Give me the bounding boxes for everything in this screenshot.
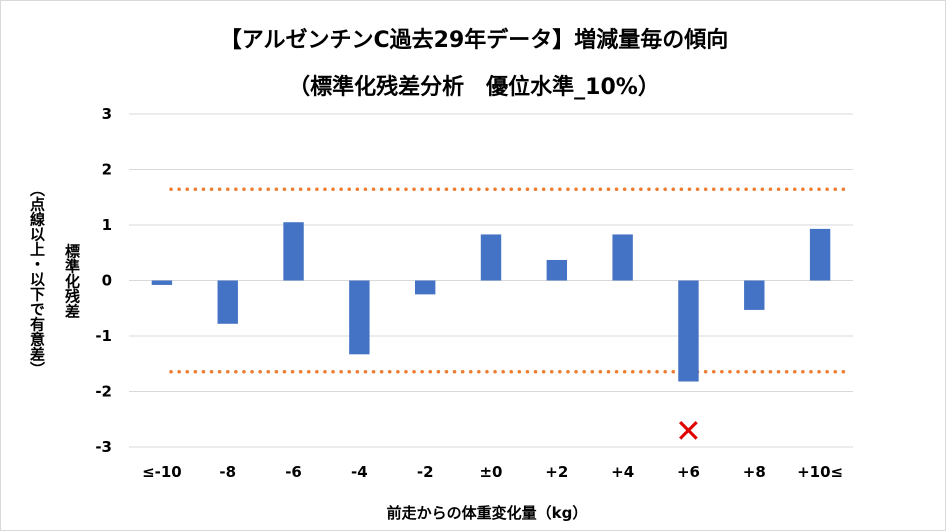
bar-7 xyxy=(612,234,633,281)
bars xyxy=(151,222,831,382)
x-tick-label: ≤-10 xyxy=(142,463,182,481)
y-tick-label: 0 xyxy=(102,272,112,290)
cross-marker-icon: ✕ xyxy=(675,412,702,450)
x-tick-label: ±0 xyxy=(479,463,502,481)
bar-3 xyxy=(349,280,370,355)
x-tick-label: +10≤ xyxy=(797,463,843,481)
y-axis-title: 標準化残差 xyxy=(63,243,81,319)
x-tick-label: -2 xyxy=(417,463,434,481)
bar-0 xyxy=(151,280,173,285)
bar-5 xyxy=(480,234,502,281)
gridlines xyxy=(129,113,853,448)
significance-threshold-lines xyxy=(169,187,851,374)
x-axis-title: 前走からの体重変化量（kg） xyxy=(387,504,588,522)
y-tick-labels: 3 2 1 0 -1 -2 -3 xyxy=(95,105,112,456)
x-tick-labels: ≤-10 -8 -6 -4 -2 ±0 +2 +4 +6 +8 +10≤ xyxy=(142,463,843,481)
y-tick-label: 2 xyxy=(102,161,112,179)
x-tick-label: +8 xyxy=(743,463,766,481)
bar-6 xyxy=(546,259,568,281)
bar-8 xyxy=(678,280,699,382)
bar-4 xyxy=(414,280,436,295)
bar-10 xyxy=(809,228,831,281)
x-tick-label: -4 xyxy=(351,463,368,481)
x-tick-label: +6 xyxy=(677,463,700,481)
x-tick-label: -6 xyxy=(285,463,302,481)
y-tick-label: 3 xyxy=(102,105,112,123)
bar-1 xyxy=(217,280,238,324)
x-tick-label: +4 xyxy=(611,463,634,481)
y-tick-label: -3 xyxy=(95,438,112,456)
y-tick-label: -1 xyxy=(95,327,112,345)
chart-title-line2: （標準化残差分析 優位水準_10%） xyxy=(288,74,660,100)
x-tick-label: +2 xyxy=(545,463,568,481)
y-axis-note: （点線以上・以下で有意差） xyxy=(28,182,46,377)
y-tick-label: -2 xyxy=(95,383,112,401)
x-tick-label: -8 xyxy=(219,463,236,481)
bar-9 xyxy=(744,280,765,310)
chart-title-line1: 【アルゼンチンC過去29年データ】増減量毎の傾向 xyxy=(220,27,729,53)
y-tick-label: 1 xyxy=(102,216,112,234)
highlight-marker: ✕ xyxy=(675,412,702,450)
bar-2 xyxy=(283,222,304,281)
